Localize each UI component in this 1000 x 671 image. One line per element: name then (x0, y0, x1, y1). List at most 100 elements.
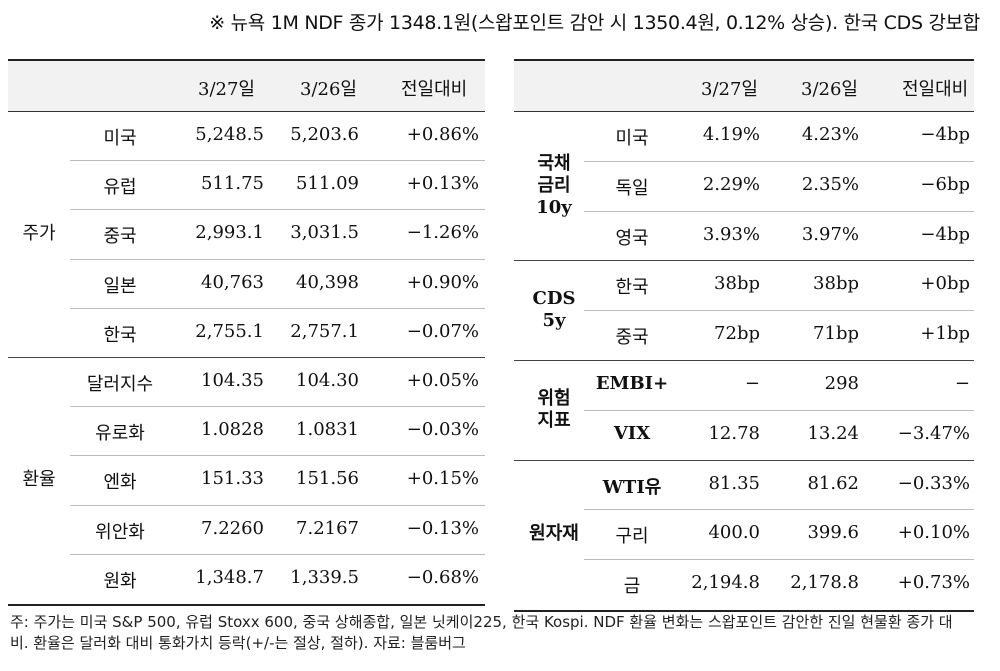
row-label: 원화 (103, 570, 137, 592)
table-header: 3/27일 3/26일 전일대비 (8, 59, 485, 112)
row-label: 미국 (103, 128, 137, 149)
group-label-line: 5y (542, 310, 566, 332)
group-divider (8, 357, 485, 358)
value-current: 1,348.7 (195, 566, 264, 588)
table-row: 금 2,194.8 2,178.8 +0.73% (514, 559, 974, 609)
value-current: 3.93% (702, 223, 760, 245)
row-label: 유로화 (95, 423, 145, 445)
value-current: 2,755.1 (195, 320, 264, 342)
table-row: VIX 12.78 13.24 −3.47% (514, 410, 974, 460)
value-change: −4bp (920, 124, 970, 145)
group-label-line: 환율 (22, 469, 56, 490)
row-label: 유럽 (103, 177, 137, 199)
group-label-line: 원자재 (529, 523, 579, 545)
table-row: 중국 2,993.1 3,031.5 −1.26% (8, 209, 485, 258)
value-current: 2,194.8 (691, 572, 760, 594)
row-divider (584, 160, 974, 162)
value-change: +0.73% (897, 572, 970, 594)
row-label: EMBI+ (595, 373, 669, 394)
row-label: 중국 (103, 226, 137, 248)
group-label-line: 지표 (537, 409, 571, 431)
value-previous: 3.97% (801, 223, 859, 245)
value-change: +0.15% (406, 468, 479, 490)
table-row: 미국 4.19% 4.23% −4bp (514, 111, 974, 161)
table-bottom-rule (8, 604, 485, 606)
value-change: − (954, 373, 970, 394)
row-divider (70, 504, 485, 506)
value-current: 104.35 (201, 370, 264, 391)
table-row: 달러지수 104.35 104.30 +0.05% (8, 357, 485, 406)
group-label-line: CDS (532, 288, 576, 310)
table-row: WTI유 81.35 81.62 −0.33% (514, 460, 974, 510)
column-header: 3/26일 (801, 79, 858, 100)
group-divider (514, 260, 974, 262)
row-divider (70, 455, 485, 457)
row-divider (584, 559, 974, 561)
value-current: 7.2260 (201, 517, 264, 539)
value-change: +0.90% (406, 271, 479, 293)
value-change: −6bp (920, 173, 970, 195)
row-label: 일본 (103, 275, 137, 297)
right-market-table: 3/27일 3/26일 전일대비 미국 4.19% 4.23% −4bp 독일 2.29% 2.3… (514, 59, 974, 612)
value-previous: 13.24 (807, 422, 859, 444)
table-row: 유럽 511.75 511.09 +0.13% (8, 160, 485, 209)
value-current: 4.19% (702, 124, 760, 145)
page-title: ※ 뉴욕 1M NDF 종가 1348.1원(스왑포인트 감안 시 1350.4… (209, 12, 980, 34)
value-previous: 2,178.8 (790, 572, 859, 594)
table-header: 3/27일 3/26일 전일대비 (514, 59, 974, 112)
table-row: 유로화 1.0828 1.0831 −0.03% (8, 406, 485, 455)
group-label: CDS 5y (514, 288, 594, 332)
table-row: 엔화 151.33 151.56 +0.15% (8, 455, 485, 504)
column-header: 3/27일 (198, 79, 255, 100)
table-row: 위안화 7.2260 7.2167 −0.13% (8, 505, 485, 554)
row-label: VIX (613, 422, 651, 444)
row-label: 미국 (615, 128, 649, 149)
table-row: 중국 72bp 71bp +1bp (514, 310, 974, 360)
row-divider (70, 160, 485, 162)
value-previous: 5,203.6 (290, 124, 359, 145)
value-previous: 151.56 (296, 468, 359, 490)
value-current: 1.0828 (201, 419, 264, 441)
value-previous: 7.2167 (296, 517, 359, 539)
value-current: − (744, 373, 760, 394)
row-label: 한국 (103, 324, 137, 346)
table-row: 구리 400.0 399.6 +0.10% (514, 509, 974, 559)
value-previous: 71bp (813, 323, 859, 345)
row-divider (70, 406, 485, 408)
row-divider (584, 509, 974, 511)
value-current: 72bp (714, 323, 760, 345)
value-change: −0.68% (406, 566, 479, 588)
value-change: −0.13% (406, 517, 479, 539)
value-previous: 4.23% (801, 124, 859, 145)
group-label: 환율 (8, 469, 70, 491)
value-change: +0.13% (406, 173, 479, 195)
column-header: 3/26일 (300, 79, 357, 100)
row-divider (70, 258, 485, 260)
group-label: 원자재 (514, 523, 594, 545)
row-divider (70, 553, 485, 555)
value-change: +0.86% (406, 124, 479, 145)
value-change: −0.07% (406, 320, 479, 342)
value-previous: 298 (824, 373, 859, 394)
row-label: 엔화 (103, 472, 137, 494)
value-previous: 38bp (813, 273, 859, 295)
group-label-line: 주가 (22, 223, 56, 244)
value-current: 2,993.1 (195, 222, 264, 244)
row-divider (70, 307, 485, 309)
value-previous: 1.0831 (296, 419, 359, 441)
value-current: 12.78 (708, 422, 760, 444)
group-label: 주가 (8, 223, 70, 245)
row-label: 중국 (615, 327, 649, 349)
row-label: WTI유 (602, 476, 662, 498)
value-previous: 3,031.5 (290, 222, 359, 244)
group-label-line: 위험 (537, 387, 571, 409)
row-label: 금 (623, 576, 641, 598)
row-divider (584, 310, 974, 312)
column-header: 전일대비 (902, 79, 969, 100)
value-current: 2.29% (702, 173, 760, 195)
table-row: 한국 2,755.1 2,757.1 −0.07% (8, 308, 485, 357)
value-previous: 81.62 (807, 472, 859, 494)
value-change: +0.05% (406, 370, 479, 391)
value-current: 151.33 (201, 468, 264, 490)
row-divider (584, 210, 974, 212)
